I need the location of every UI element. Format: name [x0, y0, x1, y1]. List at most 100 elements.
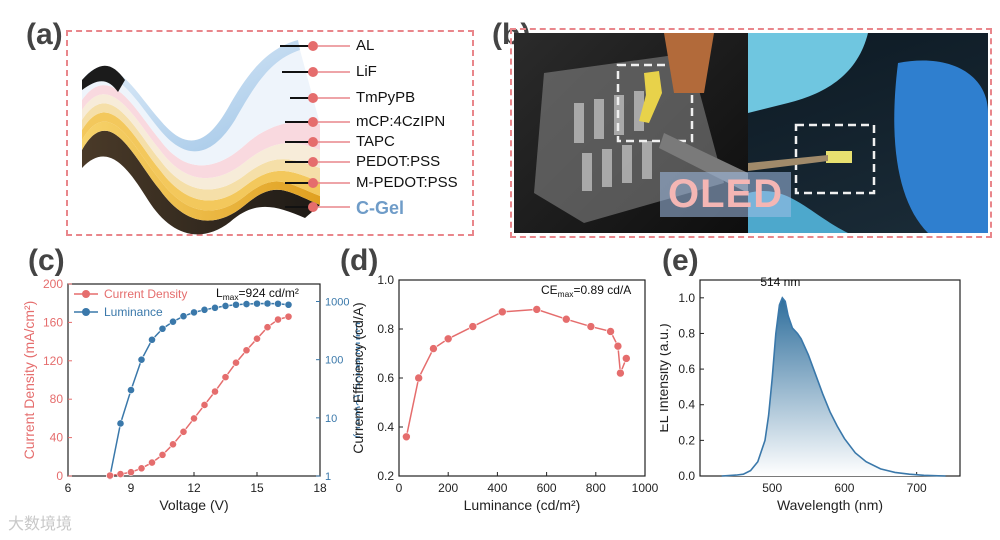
oled-label: OLED — [660, 172, 792, 217]
luminance-point — [148, 335, 156, 344]
panel-b-frame — [510, 28, 992, 238]
luminance-point — [263, 299, 272, 308]
x-tick-label: 400 — [487, 481, 507, 495]
layer-label-tmpypb: TmPyPB — [356, 89, 416, 106]
y-axis-label: Current Density (mA/cm²) — [21, 301, 37, 460]
panel-a-frame — [66, 30, 474, 236]
y-tick-label: 40 — [50, 431, 64, 445]
annotation-cemax: CEmax=0.89 cd/A — [541, 283, 631, 299]
layer-label-lif: LiF — [356, 63, 377, 80]
x-tick-label: 500 — [762, 481, 782, 495]
layer-label-cgel: C-Gel — [356, 198, 405, 218]
current-density-point — [232, 358, 240, 367]
legend-label-current-density: Current Density — [104, 287, 187, 301]
efficiency-point — [616, 368, 625, 378]
efficiency-point — [414, 373, 423, 383]
y-tick-label: 0.4 — [377, 420, 394, 434]
current-density-point — [284, 312, 293, 321]
luminance-point — [127, 386, 135, 394]
panel-label-d: (d) — [340, 244, 379, 277]
x-tick-label: 600 — [537, 481, 557, 495]
legend-marker-luminance — [82, 308, 90, 316]
current-density-point — [169, 440, 177, 449]
current-density-point — [190, 414, 198, 423]
y-tick-label: 0.8 — [377, 322, 394, 336]
current-density-point — [127, 468, 135, 477]
luminance-point — [211, 303, 219, 312]
y-tick-label: 120 — [43, 354, 63, 368]
layer-label-mpedot: M-PEDOT:PSS — [356, 174, 458, 191]
efficiency-point — [586, 322, 596, 331]
current-density-point — [253, 334, 261, 343]
peak-label: 514 nm — [760, 275, 800, 289]
x-tick-label: 800 — [586, 481, 606, 495]
x-tick-label: 1000 — [632, 481, 659, 495]
y-axis-label: Current Efficiency (cd/A) — [350, 302, 366, 453]
y2-tick-label: 10 — [325, 413, 337, 425]
watermark-text: 大数境境 — [8, 516, 73, 533]
x-tick-label: 15 — [250, 481, 264, 495]
y2-tick-label: 1 — [325, 471, 331, 483]
efficiency-point — [606, 327, 615, 336]
chart-c-jvl: 6 9 12 15 18 0 40 80 120 160 200 1 10 100 1000 Voltage … — [21, 277, 360, 513]
efficiency-point — [402, 432, 411, 442]
y-tick-label: 80 — [50, 392, 64, 406]
luminance-point — [242, 300, 251, 308]
current-density-point — [137, 464, 146, 473]
y-tick-label: 200 — [43, 277, 63, 291]
luminance-point — [232, 300, 240, 309]
x-tick-label: 0 — [396, 481, 403, 495]
x-tick-label: 600 — [834, 481, 854, 495]
current-density-point — [274, 315, 282, 324]
efficiency-point — [498, 307, 507, 317]
luminance-point — [200, 305, 209, 314]
y-tick-label: 0.2 — [678, 433, 695, 447]
efficiency-point — [443, 334, 453, 344]
layer-label-mcp: mCP:4CzIPN — [356, 113, 446, 130]
luminance-point — [158, 324, 167, 333]
x-tick-label: 12 — [187, 481, 201, 495]
current-density-point — [179, 427, 188, 436]
current-density-point — [116, 470, 125, 478]
y2-axis-label: Luminance (cd/m²) — [353, 322, 360, 439]
layer-label-tapc: TAPC — [356, 133, 395, 150]
layer-label-pedot: PEDOT:PSS — [356, 153, 441, 170]
y-tick-label: 0 — [56, 469, 63, 483]
x-axis-label: Luminance (cd/m²) — [464, 497, 581, 513]
series-line-current-density — [109, 315, 289, 477]
series-line-luminance — [109, 302, 289, 477]
current-density-point — [263, 323, 272, 332]
y-tick-label: 0.6 — [678, 362, 695, 376]
chart-d-efficiency: 0 200 400 600 800 1000 0.2 0.4 0.6 0.8 1.0 Luminanc… — [350, 273, 659, 513]
y-tick-label: 0.8 — [678, 326, 695, 340]
luminance-point — [221, 302, 230, 310]
efficiency-point — [468, 322, 478, 331]
y2-tick-label: 100 — [325, 355, 343, 367]
current-density-point — [148, 458, 156, 467]
x-tick-label: 6 — [65, 481, 72, 495]
panel-label-a: (a) — [26, 18, 63, 51]
luminance-point — [274, 299, 282, 308]
luminance-point — [169, 317, 177, 326]
luminance-point — [190, 308, 198, 317]
luminance-point — [253, 299, 261, 308]
efficiency-point — [561, 314, 571, 324]
efficiency-point — [613, 341, 623, 351]
luminance-point — [137, 355, 146, 364]
x-tick-label: 700 — [907, 481, 927, 495]
current-density-point — [106, 471, 114, 480]
efficiency-point — [532, 305, 542, 314]
x-tick-label: 200 — [438, 481, 458, 495]
y-tick-label: 1.0 — [678, 291, 695, 305]
luminance-point — [284, 300, 293, 309]
y-tick-label: 0.6 — [377, 371, 394, 385]
spectrum-area — [721, 297, 946, 476]
y2-tick-label: 1000 — [325, 297, 349, 309]
efficiency-point — [622, 354, 631, 363]
panel-label-c: (c) — [28, 244, 65, 277]
layer-label-al: AL — [356, 37, 375, 54]
x-tick-label: 18 — [313, 481, 327, 495]
x-axis-label: Voltage (V) — [159, 497, 228, 513]
luminance-point — [116, 419, 125, 428]
luminance-point — [179, 312, 188, 321]
